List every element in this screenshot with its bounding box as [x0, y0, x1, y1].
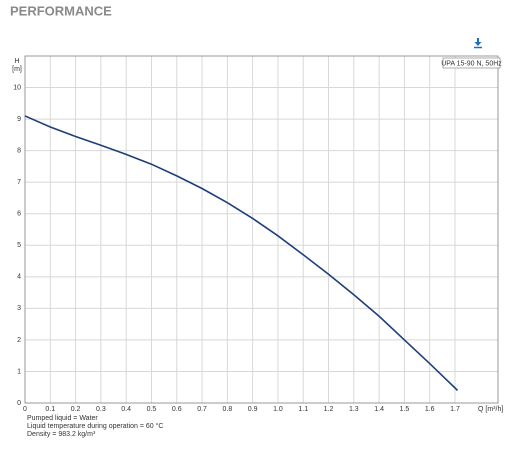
x-tick-label: 1.0 [273, 406, 283, 413]
x-tick-label: 0.9 [248, 406, 258, 413]
y-tick-label: 9 [17, 116, 21, 123]
x-tick-label: 0.3 [96, 406, 106, 413]
x-tick-label: 1.1 [298, 406, 308, 413]
y-tick-label: 0 [17, 400, 21, 407]
y-tick-label: 8 [17, 147, 21, 154]
legend-label: UPA 15-90 N, 50Hz [441, 60, 502, 67]
y-tick-label: 10 [13, 84, 21, 91]
chart-title: PERFORMANCE [10, 3, 112, 18]
note: Liquid temperature during operation = 60… [27, 422, 163, 430]
y-axis-unit: [m] [12, 66, 22, 73]
x-tick-label: 0.1 [45, 406, 55, 413]
x-tick-label: 1.5 [400, 406, 410, 413]
y-tick-label: 4 [17, 274, 21, 281]
x-tick-label: 1.7 [450, 406, 460, 413]
x-tick-label: 0.5 [147, 406, 157, 413]
y-tick-label: 5 [17, 242, 21, 249]
x-tick-label: 1.4 [374, 406, 384, 413]
x-tick-label: 0.2 [71, 406, 81, 413]
x-tick-label: 1.6 [425, 406, 435, 413]
plot-frame [24, 55, 499, 404]
x-tick-label: 1.3 [349, 406, 359, 413]
y-tick-label: 2 [17, 337, 21, 344]
y-tick-label: 6 [17, 211, 21, 218]
x-tick-label: 0.8 [222, 406, 232, 413]
x-tick-label: 0.4 [121, 406, 131, 413]
data-line [24, 115, 459, 391]
x-tick-label: 1.2 [324, 406, 334, 413]
download-icon[interactable] [474, 38, 482, 49]
x-tick-label: 0.6 [172, 406, 182, 413]
x-axis-label: Q [m³/h] [478, 406, 503, 413]
y-tick-label: 1 [17, 368, 21, 375]
x-tick-label: 0.7 [197, 406, 207, 413]
y-tick-label: 7 [17, 179, 21, 186]
x-tick-label: 0 [23, 406, 27, 413]
note: Density = 983.2 kg/m³ [27, 431, 96, 438]
y-tick-label: 3 [17, 305, 21, 312]
y-axis-label: H [14, 58, 19, 65]
note: Pumped liquid = Water [27, 415, 98, 422]
legend-box [442, 57, 501, 69]
